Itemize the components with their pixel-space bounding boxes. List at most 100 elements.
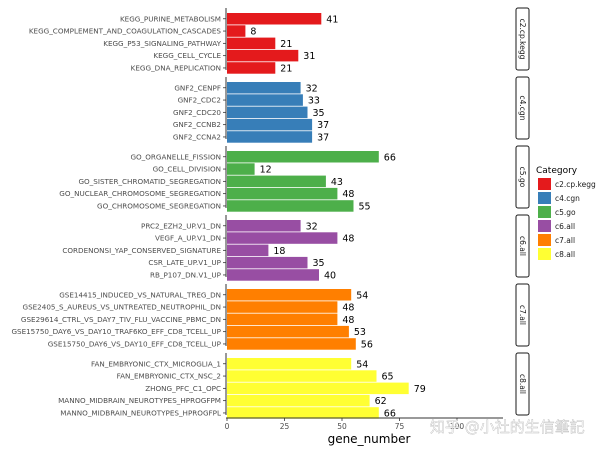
value-label: 48 xyxy=(342,315,354,326)
legend-label: c5.go xyxy=(555,208,576,217)
category-label: GNF2_CDC20 xyxy=(173,108,221,117)
value-label: 48 xyxy=(342,234,354,245)
bar xyxy=(227,269,319,281)
category-label: GSE15750_DAY6_VS_DAY10_EFF_CD8_TCELL_UP xyxy=(48,339,222,348)
category-label: GSE15750_DAY6_VS_DAY10_TRAF6KO_EFF_CD8_T… xyxy=(11,327,221,336)
category-label: GSE2405_S_AUREUS_VS_UNTREATED_NEUTROPHIL… xyxy=(23,303,222,312)
legend: Category c2.cp.kegg c4.cgn c5.go c6.all c7.a… xyxy=(536,166,596,260)
value-label: 33 xyxy=(308,96,320,107)
bar xyxy=(227,232,338,244)
category-label: GSE14415_INDUCED_VS_NATURAL_TREG_DN xyxy=(59,290,221,299)
value-label: 21 xyxy=(280,39,292,50)
legend-label: c2.cp.kegg xyxy=(555,180,596,189)
value-label: 18 xyxy=(273,246,285,257)
facet-strip xyxy=(515,76,530,140)
bar xyxy=(227,187,338,200)
bar xyxy=(227,49,299,62)
category-label: VEGF_A_UP.V1_DN xyxy=(155,234,221,243)
category-label: PRC2_EZH2_UP.V1_DN xyxy=(141,221,221,230)
value-label: 54 xyxy=(356,290,368,301)
legend-swatch xyxy=(538,178,551,190)
category-label: KEGG_DNA_REPLICATION xyxy=(131,63,221,72)
x-tick-label: 100 xyxy=(450,422,465,431)
bar xyxy=(227,37,276,50)
category-label: KEGG_P53_SIGNALING_PATHWAY xyxy=(103,39,221,48)
bar xyxy=(227,220,301,232)
panel-c8-all: FAN_EMBRYONIC_CTX_MICROGLIA_1 54 FAN_EMBRY… xyxy=(58,352,530,419)
bar xyxy=(227,131,313,143)
value-label: 37 xyxy=(317,120,329,131)
value-label: 31 xyxy=(303,51,315,62)
bar xyxy=(227,62,276,74)
legend-items: c2.cp.kegg c4.cgn c5.go c6.all c7.all c8.all xyxy=(538,178,596,260)
category-label: GNF2_CDC2 xyxy=(178,96,221,105)
category-label: GNF2_CCNA2 xyxy=(173,132,221,141)
category-label: GNF2_CENPF xyxy=(174,83,221,92)
bar xyxy=(227,13,322,25)
value-label: 79 xyxy=(414,384,426,395)
category-label: GO_CELL_DIVISION xyxy=(153,165,221,174)
category-label: KEGG_PURINE_METABOLISM xyxy=(120,14,221,23)
facet-strip-label: c6.all xyxy=(518,236,527,256)
value-label: 48 xyxy=(342,189,354,200)
value-label: 12 xyxy=(260,165,272,176)
bar xyxy=(227,370,377,382)
facet-strip xyxy=(515,145,530,209)
legend-swatch xyxy=(538,192,551,204)
category-label: CSR_LATE_UP.V1_UP xyxy=(148,258,221,267)
value-label: 56 xyxy=(361,339,373,350)
x-axis: 0 25 50 75 100 xyxy=(225,417,503,431)
x-tick-label: 50 xyxy=(337,422,347,431)
value-label: 40 xyxy=(324,270,336,281)
bar xyxy=(227,106,308,119)
bar xyxy=(227,358,352,370)
legend-label: c4.cgn xyxy=(555,194,580,203)
facet-strip-label: c5.go xyxy=(518,167,527,188)
value-label: 41 xyxy=(326,14,338,25)
bar xyxy=(227,256,308,269)
facet-strip-label: c8.all xyxy=(518,374,527,394)
category-label: ZHONG_PFC_C1_OPC xyxy=(145,384,221,393)
category-label: RB_P107_DN.V1_UP xyxy=(150,270,222,279)
category-label: KEGG_CELL_CYCLE xyxy=(153,51,221,60)
x-axis-title: gene_number xyxy=(328,432,411,446)
category-label: CORDENONSI_YAP_CONSERVED_SIGNATURE xyxy=(62,246,221,255)
value-label: 37 xyxy=(317,132,329,143)
facet-strip xyxy=(515,7,530,71)
facet-strip xyxy=(515,352,530,416)
category-label: KEGG_COMPLEMENT_AND_COAGULATION_CASCADES xyxy=(29,27,222,36)
bar xyxy=(227,301,338,313)
facet-strip-label: c7.all xyxy=(518,305,527,325)
panel-c7-all: GSE14415_INDUCED_VS_NATURAL_TREG_DN 54 GSE… xyxy=(11,283,530,350)
category-label: GNF2_CCNB2 xyxy=(173,120,221,129)
legend-item-c7-all: c7.all xyxy=(538,234,575,246)
value-label: 32 xyxy=(306,221,318,232)
value-label: 66 xyxy=(384,152,396,163)
bar xyxy=(227,118,313,131)
category-label: FAN_EMBRYONIC_CTX_NSC_2 xyxy=(117,372,221,381)
bar xyxy=(227,394,370,407)
bar xyxy=(227,94,303,106)
bar xyxy=(227,151,379,163)
watermark: 知乎 @小社的生信筆記 xyxy=(430,418,585,436)
facet-strip xyxy=(515,283,530,347)
category-label: GO_CHROMOSOME_SEGREGATION xyxy=(97,201,221,210)
legend-label: c6.all xyxy=(555,222,575,231)
category-label: MANNO_MIDBRAIN_NEUROTYPES_HPROGFPM xyxy=(58,396,221,405)
bar xyxy=(227,200,354,212)
category-label: GO_NUCLEAR_CHROMOSOME_SEGREGATION xyxy=(59,189,221,198)
bar xyxy=(227,82,301,94)
category-label: GSE29614_CTRL_VS_DAY7_TIV_FLU_VACCINE_PB… xyxy=(21,315,221,324)
legend-swatch xyxy=(538,220,551,232)
bar xyxy=(227,407,379,419)
bar xyxy=(227,244,269,257)
legend-label: c8.all xyxy=(555,250,575,259)
category-label: FAN_EMBRYONIC_CTX_MICROGLIA_1 xyxy=(91,359,221,368)
value-label: 21 xyxy=(280,63,292,74)
legend-swatch xyxy=(538,206,551,218)
legend-item-c8-all: c8.all xyxy=(538,248,575,260)
bar xyxy=(227,325,349,338)
x-tick-label: 25 xyxy=(280,422,290,431)
panel-c5-go: GO_ORGANELLE_FISSION 66 GO_CELL_DIVISION 12… xyxy=(59,145,530,212)
